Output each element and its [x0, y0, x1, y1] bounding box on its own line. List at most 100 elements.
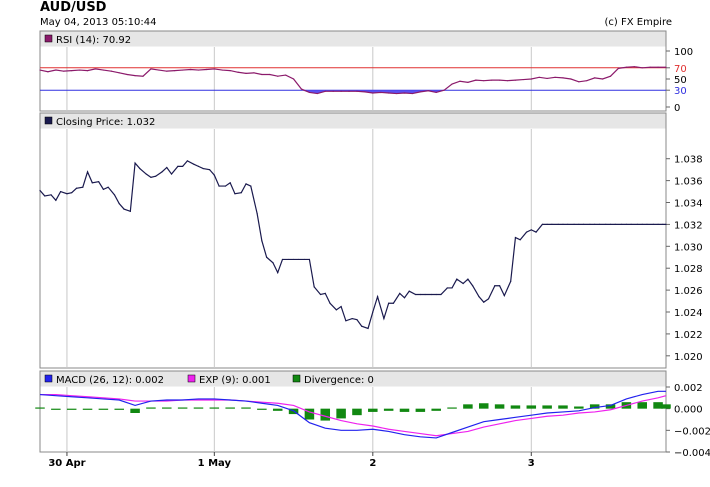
- price-point: [519, 239, 521, 241]
- y-tick-label: 1.020: [674, 352, 703, 363]
- price-point: [340, 305, 342, 308]
- legend-swatch-rsi: [44, 34, 53, 43]
- price-point: [665, 223, 667, 226]
- divergence-bar: [494, 404, 505, 409]
- price-point: [281, 258, 284, 261]
- legend-swatch-divergence: [292, 374, 301, 383]
- rsi-point: [665, 66, 667, 68]
- rsi-point: [213, 68, 215, 70]
- rsi-point: [356, 90, 358, 92]
- divergence-bar: [114, 408, 124, 410]
- price-point: [419, 293, 421, 296]
- y-tick-label: 1.024: [674, 308, 703, 319]
- rsi-line: [39, 66, 666, 95]
- rsi-point: [197, 69, 200, 71]
- price-point: [86, 171, 89, 173]
- y-tick-label: 1.034: [674, 199, 703, 210]
- rsi-point: [617, 67, 620, 69]
- y-tick-label: 1.022: [674, 330, 703, 341]
- rsi-point: [166, 70, 168, 72]
- price-point: [614, 223, 616, 226]
- rsi-point: [633, 66, 635, 68]
- price-point: [451, 287, 453, 289]
- price-point: [498, 285, 501, 287]
- price-point: [218, 185, 220, 187]
- rsi-point: [625, 66, 627, 68]
- price-point: [403, 297, 406, 299]
- price-point: [462, 282, 464, 285]
- rsi-point: [364, 91, 366, 93]
- price-point: [345, 320, 347, 322]
- price-point: [472, 285, 474, 287]
- divergence-bar: [146, 407, 156, 409]
- rsi-point: [71, 70, 73, 72]
- price-point: [456, 278, 458, 280]
- rsi-point: [419, 91, 421, 93]
- rsi-point: [546, 77, 548, 80]
- price-point: [546, 223, 548, 226]
- legend-exp: EXP (9): 0.001: [199, 375, 271, 386]
- rsi-point: [459, 80, 461, 82]
- rsi-point: [506, 80, 509, 82]
- price-point: [573, 223, 575, 226]
- rsi-point: [47, 71, 49, 73]
- rsi-point: [380, 91, 382, 94]
- timestamp: May 04, 2013 05:10:44: [40, 17, 157, 28]
- price-point: [446, 287, 448, 289]
- divergence-bar: [463, 404, 473, 409]
- rsi-point: [79, 69, 81, 71]
- divergence-bar: [304, 408, 315, 420]
- price-point: [60, 190, 62, 193]
- price-point: [324, 292, 326, 294]
- rsi-point: [538, 76, 540, 78]
- price-point: [383, 317, 385, 320]
- rsi-point: [427, 90, 429, 92]
- price-point: [467, 278, 469, 280]
- rsi-point: [435, 91, 437, 94]
- price-point: [71, 192, 73, 194]
- price-point: [361, 325, 363, 327]
- price-point: [193, 163, 195, 165]
- rsi-point: [253, 72, 255, 74]
- price-point: [145, 173, 147, 175]
- panel-header: [40, 31, 666, 47]
- price-point: [478, 296, 480, 298]
- rsi-point: [316, 92, 318, 95]
- price-point: [578, 223, 580, 226]
- price-point: [245, 183, 247, 185]
- price-point: [329, 302, 331, 304]
- rsi-point: [94, 68, 97, 70]
- rsi-point: [285, 74, 287, 76]
- price-point: [150, 176, 152, 178]
- divergence-bar: [209, 407, 220, 409]
- macd-line: [39, 390, 666, 439]
- divergence-bar: [82, 408, 93, 410]
- divergence-bar: [605, 404, 616, 409]
- price-point: [107, 186, 109, 188]
- price-point: [113, 194, 116, 196]
- legend-price: Closing Price: 1.032: [56, 117, 155, 128]
- rsi-point: [63, 70, 65, 72]
- price-point: [408, 290, 410, 292]
- price-point: [261, 240, 263, 242]
- price-point: [376, 296, 379, 298]
- price-point: [118, 203, 120, 205]
- price-point: [415, 293, 417, 296]
- divergence-bar: [574, 406, 584, 409]
- rsi-point: [570, 78, 572, 80]
- price-point: [503, 294, 505, 297]
- rsi-point: [277, 75, 279, 77]
- price-point: [272, 262, 274, 264]
- rsi-point: [308, 91, 311, 94]
- price-point: [625, 223, 627, 226]
- rsi-point: [158, 69, 160, 71]
- y-tick-label: −0.002: [674, 426, 710, 437]
- panel-closing-price: 1.038 1.036 1.034 1.032 1.030 1.028 1.026 1.024…: [39, 112, 703, 369]
- price-point: [487, 298, 490, 300]
- price-point: [202, 167, 204, 170]
- divergence-bar: [558, 405, 568, 409]
- price-point: [98, 181, 100, 183]
- legend-swatch-macd: [44, 374, 53, 383]
- rsi-point: [118, 72, 120, 74]
